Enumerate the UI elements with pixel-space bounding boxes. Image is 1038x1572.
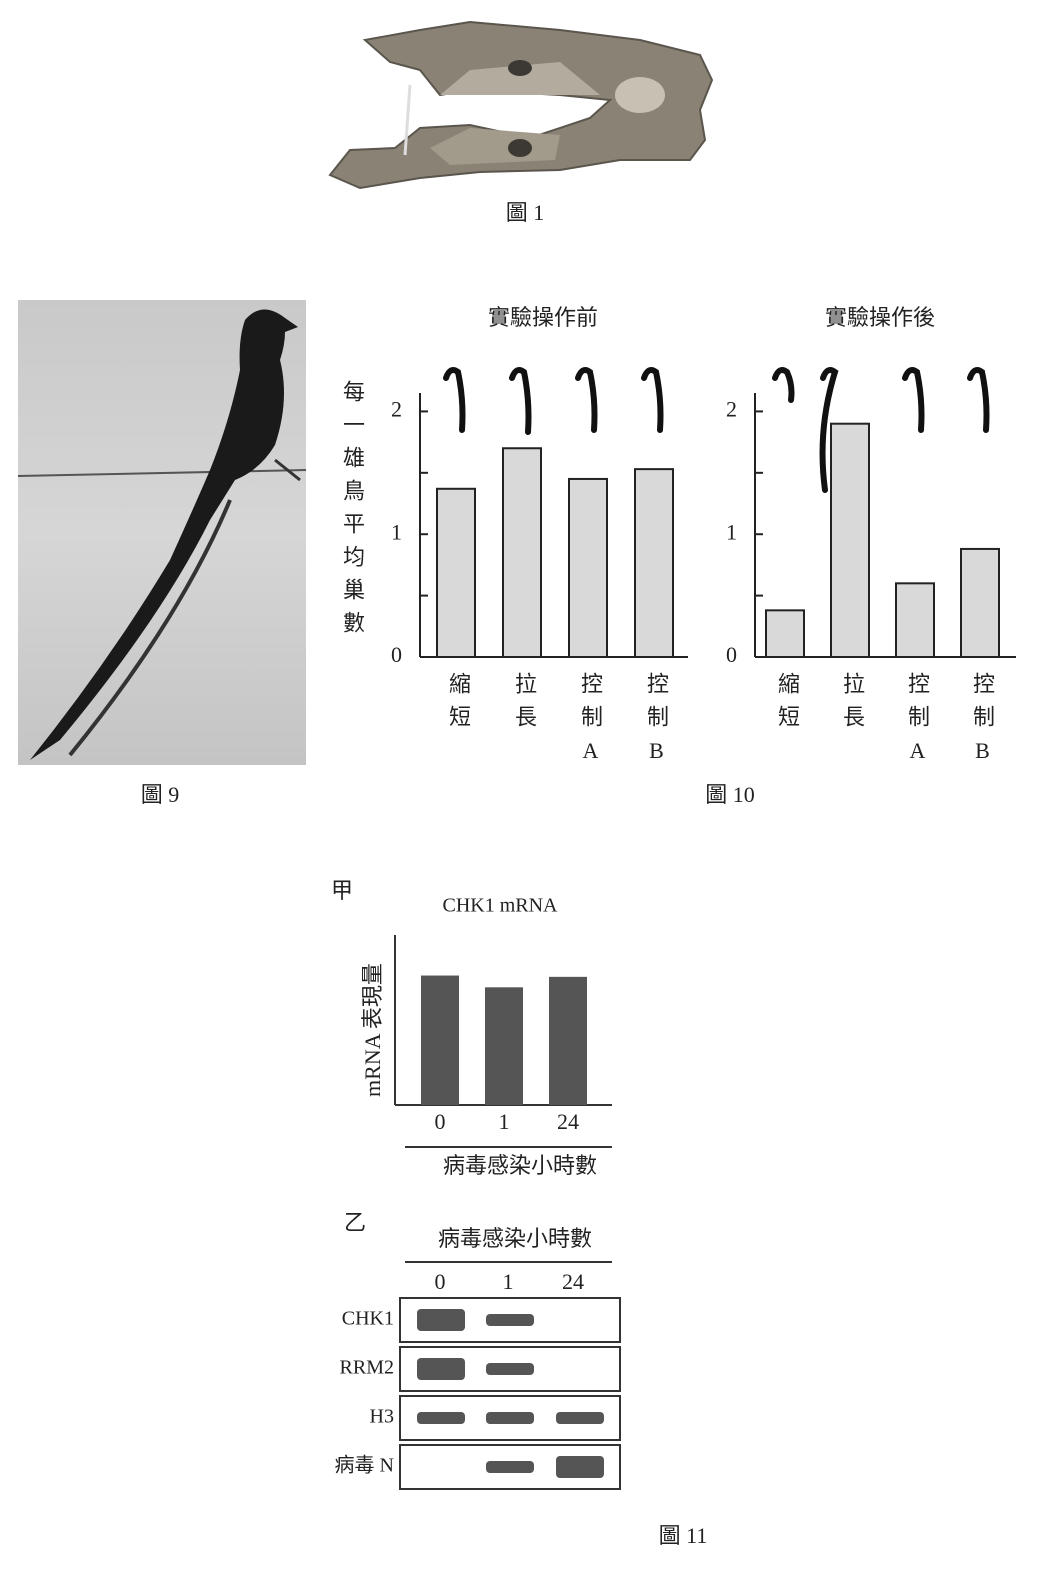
x-tick-label: 縮短 [446, 672, 471, 738]
figure-caption: 圖 1 [506, 200, 545, 225]
x-axis-label: 病毒感染小時數 [443, 1153, 597, 1178]
tail-silhouette [819, 367, 839, 493]
tail-silhouette [575, 367, 598, 433]
blot-band [556, 1456, 604, 1478]
blot-band [417, 1412, 465, 1424]
row-label: 病毒 N [335, 1454, 394, 1477]
y-tick-label: 1 [391, 519, 402, 544]
bar [765, 609, 805, 659]
tail-silhouette [772, 367, 795, 403]
x-tick-label: 控制B [644, 672, 669, 774]
blot-band [486, 1314, 534, 1326]
y-tick-label: 2 [726, 396, 737, 421]
y-axis-label: 每一雄鳥平均巢數 [340, 380, 365, 644]
x-tick-label: 控制A [905, 672, 930, 774]
x-tick-label: 控制A [578, 672, 603, 774]
x-tick-label: 0 [435, 1109, 446, 1134]
column-label: 1 [503, 1269, 514, 1294]
x-tick-label: 拉長 [512, 672, 537, 738]
figure-caption: 圖 9 [141, 782, 180, 807]
bar [634, 468, 674, 658]
row-label: CHK1 [342, 1308, 394, 1330]
y-tick-label: 0 [726, 642, 737, 667]
x-tick-label: 拉長 [840, 672, 865, 738]
panel-label: 甲 [331, 878, 353, 903]
x-tick-label: 控制B [970, 672, 995, 774]
y-tick-label: 2 [391, 396, 402, 421]
tail-silhouette [967, 367, 990, 433]
blot-band [486, 1363, 534, 1375]
chart-title: 實驗操作後 [825, 305, 935, 330]
y-tick-label: 0 [391, 642, 402, 667]
column-label: 0 [435, 1269, 446, 1294]
x-tick-label: 24 [557, 1109, 579, 1134]
panel-label: 乙 [344, 1210, 366, 1235]
bar [502, 447, 542, 659]
column-label: 24 [562, 1269, 584, 1294]
row-label: RRM2 [340, 1357, 394, 1379]
bird-photo [17, 300, 307, 765]
bar [421, 975, 459, 1105]
blot-band [556, 1412, 604, 1424]
figure-caption: 圖 10 [705, 782, 755, 807]
row-label: H3 [370, 1406, 394, 1428]
x-tick-label: 1 [499, 1109, 510, 1134]
blot-band [417, 1358, 465, 1380]
x-tick-label: 縮短 [775, 672, 800, 738]
bar [485, 987, 523, 1105]
tail-silhouette [641, 367, 664, 433]
y-axis-label: mRNA 表現量 [360, 963, 385, 1097]
bar [830, 422, 870, 658]
bar [436, 487, 476, 658]
chart-title: CHK1 mRNA [442, 895, 558, 917]
jaw-photo [328, 20, 714, 190]
blot-band [486, 1412, 534, 1424]
bar [960, 547, 1000, 659]
blot-band [417, 1309, 465, 1331]
figure-caption: 圖 11 [659, 1523, 708, 1548]
y-tick-label: 1 [726, 519, 737, 544]
blot-header: 病毒感染小時數 [438, 1226, 592, 1251]
blot-band [486, 1461, 534, 1473]
bar [895, 582, 935, 658]
bar [549, 976, 587, 1105]
bar [568, 477, 608, 658]
tail-silhouette [902, 367, 925, 433]
tail-silhouette [509, 367, 532, 435]
tail-silhouette [443, 367, 466, 433]
chart-title: 實驗操作前 [488, 305, 598, 330]
